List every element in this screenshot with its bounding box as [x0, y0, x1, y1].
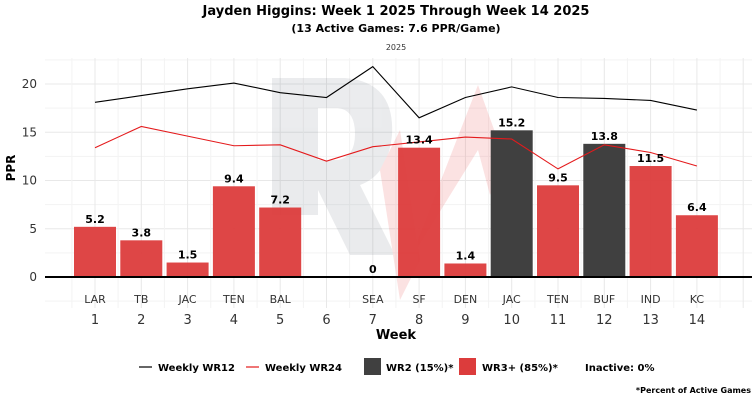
- bar-value-label: 3.8: [132, 226, 152, 239]
- opponent-label: SEA: [362, 293, 384, 306]
- x-tick-label: 3: [183, 313, 191, 328]
- y-tick-label: 0: [29, 270, 37, 284]
- x-tick-label: 1: [91, 313, 99, 328]
- footnote: *Percent of Active Games: [636, 386, 751, 395]
- bar-week-11: [537, 185, 579, 277]
- x-tick-label: 10: [503, 313, 520, 328]
- opponent-label: JAC: [502, 293, 521, 306]
- y-tick-label: 15: [22, 125, 37, 139]
- bar-week-4: [212, 186, 255, 277]
- opponent-label: JAC: [178, 293, 197, 306]
- bar-value-label: 0: [369, 263, 377, 276]
- wr12-line: [94, 65, 698, 119]
- opponent-label: DEN: [454, 293, 478, 306]
- x-tick-label: 13: [642, 313, 659, 328]
- bar-value-label: 1.4: [456, 249, 476, 262]
- opponent-label: LAR: [84, 293, 106, 306]
- opponent-label: SF: [412, 293, 425, 306]
- legend-wr24-label: Weekly WR24: [265, 363, 342, 374]
- bar-value-label: 11.5: [637, 152, 664, 165]
- bar-value-label: 6.4: [687, 201, 707, 214]
- bar-week-8: [398, 147, 441, 277]
- bar-value-label: 9.5: [548, 171, 568, 184]
- wr24-line: [94, 125, 698, 170]
- bar-week-2: [120, 240, 163, 277]
- bar-value-label: 13.4: [406, 134, 433, 147]
- chart-subtitle: (13 Active Games: 7.6 PPR/Game): [291, 22, 500, 35]
- legend-wr2-label: WR2 (15%)*: [386, 363, 454, 374]
- x-tick-label: 6: [322, 313, 330, 328]
- bar-week-10: [490, 130, 533, 277]
- x-tick-label: 9: [461, 313, 469, 328]
- opponent-label: BUF: [593, 293, 615, 306]
- opponent-label: KC: [690, 293, 705, 306]
- opponent-label: TEN: [546, 293, 569, 306]
- x-tick-label: 7: [369, 313, 377, 328]
- opponent-label: TEN: [222, 293, 245, 306]
- x-axis-label: Week: [376, 328, 417, 343]
- legend-wr3-swatch: [459, 358, 476, 375]
- legend-wr12-label: Weekly WR12: [158, 363, 235, 374]
- legend-wr2-swatch: [364, 358, 381, 375]
- legend: Weekly WR12 Weekly WR24 WR2 (15%)* WR3+ …: [139, 358, 654, 375]
- bar-week-9: [444, 263, 487, 277]
- x-tick-label: 12: [596, 313, 613, 328]
- opponent-label: BAL: [270, 293, 292, 306]
- bar-week-12: [583, 143, 626, 277]
- x-tick-label: 11: [550, 313, 567, 328]
- bar-value-label: 9.4: [224, 172, 244, 185]
- bar-week-3: [166, 262, 209, 277]
- y-tick-label: 20: [22, 77, 37, 91]
- bar-week-5: [259, 207, 302, 277]
- y-axis-label: PPR: [4, 155, 18, 182]
- x-tick-label: 2: [137, 313, 145, 328]
- facet-label: 2025: [386, 43, 406, 52]
- legend-wr3-label: WR3+ (85%)*: [482, 363, 559, 374]
- bar-value-label: 7.2: [270, 194, 290, 207]
- opponent-label: IND: [641, 293, 661, 306]
- chart-title: Jayden Higgins: Week 1 2025 Through Week…: [202, 4, 590, 19]
- bar-value-label: 1.5: [178, 249, 198, 262]
- x-tick-label: 14: [689, 313, 706, 328]
- y-tick-label: 5: [29, 222, 37, 236]
- bar-week-1: [74, 226, 116, 277]
- opponent-label: TB: [133, 293, 148, 306]
- bar-value-label: 15.2: [498, 116, 525, 129]
- bar-value-label: 5.2: [85, 213, 105, 226]
- y-tick-label: 10: [22, 174, 37, 188]
- bar-value-label: 13.8: [591, 130, 618, 143]
- x-tick-label: 4: [230, 313, 238, 328]
- legend-inactive-label: Inactive: 0%: [585, 363, 654, 374]
- bar-week-14: [675, 215, 718, 277]
- bar-week-13: [629, 166, 672, 277]
- x-tick-label: 5: [276, 313, 284, 328]
- x-tick-label: 8: [415, 313, 423, 328]
